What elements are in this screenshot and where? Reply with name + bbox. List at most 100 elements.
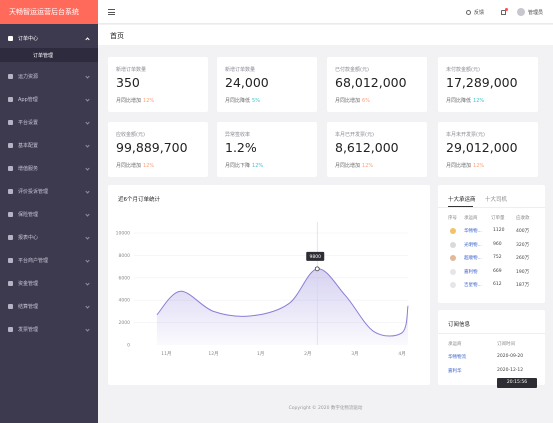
- chart-y-tick-label: 4000: [119, 298, 131, 304]
- chart-y-tick-label: 2000: [119, 320, 131, 326]
- subscription-header-time: 订阅时间: [497, 342, 515, 347]
- chevron-icon: [85, 36, 90, 42]
- sidebar-item-label: 订单中心: [18, 35, 39, 42]
- sidebar-item-label: 平台设置: [18, 119, 39, 126]
- subscription-divider: [438, 333, 545, 334]
- stat-value: 68,012,000: [335, 75, 407, 90]
- medal-icon: [450, 228, 456, 234]
- menu-item-icon: [8, 35, 13, 41]
- sidebar-item[interactable]: 资金管理: [0, 276, 98, 290]
- stat-trend-label: 月同比降低: [446, 98, 472, 104]
- chevron-icon: [85, 96, 90, 102]
- stat-trend-percent: 12%: [473, 163, 485, 169]
- stat-trend-percent: 6%: [362, 98, 370, 104]
- stat-trend-percent: 12%: [143, 98, 155, 104]
- menu-item-icon: [8, 303, 13, 309]
- ranking-orders: 960: [493, 241, 502, 247]
- chevron-icon: [85, 188, 90, 194]
- chart-x-tick-label: 4月: [398, 351, 405, 357]
- menu-item-icon: [8, 73, 13, 79]
- sidebar-item[interactable]: 发票管理: [0, 322, 98, 336]
- subscription-card: 订阅信息 承运商 订阅时间 华畅物流 2020-09-20 嘉利华 2020-1…: [438, 310, 545, 385]
- chart-tooltip-value: 9800: [310, 254, 322, 260]
- stat-trend-label: 月同比增加: [116, 98, 142, 104]
- stat-card: 本月已开发票(元) 8,612,000 月同比增加 12%: [327, 122, 427, 177]
- stat-trend-percent: 12%: [143, 163, 155, 169]
- feedback-button[interactable]: 反馈: [466, 7, 484, 17]
- app-title: 天畅智运运营后台系统: [0, 0, 98, 24]
- user-menu[interactable]: 管理员: [517, 7, 543, 17]
- sidebar-item[interactable]: 结算管理: [0, 299, 98, 313]
- tab-top-carriers[interactable]: 十大承运商: [448, 197, 476, 203]
- sidebar-item-label: 平台商户管理: [18, 257, 49, 264]
- stat-trend: 月同比增加 12%: [116, 97, 154, 104]
- sidebar-item[interactable]: 报表中心: [0, 230, 98, 244]
- sidebar-item[interactable]: App管理: [0, 92, 98, 106]
- sidebar-item[interactable]: 评价投诉管理: [0, 184, 98, 198]
- sidebar-subitem-order-management[interactable]: 订单管理: [0, 48, 98, 62]
- ranking-carrier-name[interactable]: 华畅物...: [464, 229, 482, 234]
- stat-value: 350: [116, 75, 140, 90]
- tab-top-drivers[interactable]: 十大司机: [485, 197, 508, 203]
- subscription-row-carrier[interactable]: 嘉利华: [448, 369, 462, 374]
- menu-item-icon: [8, 326, 13, 332]
- stat-label: 新增订单数量: [116, 67, 147, 73]
- stat-card: 异常签收率 1.2% 月同比下降 12%: [217, 122, 317, 177]
- menu-item-icon: [8, 234, 13, 240]
- medal-icon: [450, 282, 456, 288]
- subscription-row-carrier[interactable]: 华畅物流: [448, 355, 466, 360]
- stat-trend: 月同比降低 5%: [225, 97, 260, 104]
- subscription-row-date: 2020-12-12: [497, 368, 524, 373]
- chart-highlight-point: [314, 266, 320, 272]
- stat-trend-percent: 5%: [252, 98, 260, 104]
- sidebar-item[interactable]: 保险管理: [0, 207, 98, 221]
- stat-value: 29,012,000: [446, 140, 518, 155]
- page-title-bar: 首页: [98, 25, 553, 45]
- notification-button[interactable]: [501, 7, 508, 17]
- chart-line: [156, 268, 409, 337]
- chart-y-tick-label: 10000: [116, 231, 130, 237]
- feedback-icon: [466, 9, 471, 15]
- ranking-orders: 612: [493, 282, 502, 287]
- sidebar-item[interactable]: 增值服务: [0, 161, 98, 175]
- chart-x-tick-label: 11月: [161, 351, 171, 357]
- medal-icon: [450, 255, 456, 261]
- ranking-row: 华畅物... 1120 400万: [438, 225, 545, 237]
- chart-tooltip-box: [306, 251, 325, 261]
- chart-y-tick-label: 8000: [119, 253, 131, 259]
- ranking-amount: 260万: [516, 256, 530, 261]
- sidebar-item[interactable]: 平台设置: [0, 115, 98, 129]
- stat-trend: 月同比增加 12%: [446, 162, 484, 169]
- active-tab-indicator: [448, 206, 473, 207]
- ranking-carrier-name[interactable]: 吉星物...: [464, 283, 482, 288]
- sidebar-item-label: 运力资源: [18, 73, 39, 80]
- sidebar-item-label: 保险管理: [18, 211, 39, 218]
- stat-card: 新增订单数量 24,000 月同比降低 5%: [217, 57, 317, 112]
- chevron-icon: [85, 303, 90, 309]
- stat-trend: 月同比增加 12%: [335, 162, 373, 169]
- ranking-carrier-name[interactable]: 超顺物...: [464, 256, 482, 261]
- ranking-amount: 190万: [516, 269, 530, 275]
- sidebar-item[interactable]: 基本配置: [0, 138, 98, 152]
- ranking-orders: 752: [493, 255, 502, 260]
- sidebar-item[interactable]: 平台商户管理: [0, 253, 98, 267]
- medal-icon: [450, 268, 456, 275]
- chart-x-tick-label: 12月: [208, 351, 218, 357]
- stat-label: 新增订单数量: [225, 67, 256, 73]
- stat-card: 应收金额(元) 99,889,700 月同比增加 12%: [108, 122, 208, 177]
- chevron-icon: [85, 280, 90, 286]
- stat-trend-label: 月同比增加: [335, 98, 361, 104]
- stat-trend-label: 月同比下降: [225, 163, 251, 169]
- menu-item-icon: [8, 96, 13, 102]
- ranking-orders: 1120: [493, 228, 505, 233]
- sidebar-item[interactable]: 订单中心: [0, 31, 98, 45]
- menu-toggle-icon[interactable]: [108, 9, 115, 15]
- ranking-carrier-name[interactable]: 嘉利物: [464, 269, 478, 275]
- footer-copyright: Copyright © 2020 数字化物流驱动: [288, 406, 363, 411]
- ranking-carrier-name[interactable]: 光明物...: [464, 242, 482, 248]
- chevron-icon: [85, 142, 90, 148]
- ranking-orders: 669: [493, 268, 502, 274]
- sidebar-item-label: 资金管理: [18, 280, 39, 287]
- sidebar-item[interactable]: 运力资源: [0, 69, 98, 83]
- stat-card: 新增订单数量 350 月同比增加 12%: [108, 57, 208, 112]
